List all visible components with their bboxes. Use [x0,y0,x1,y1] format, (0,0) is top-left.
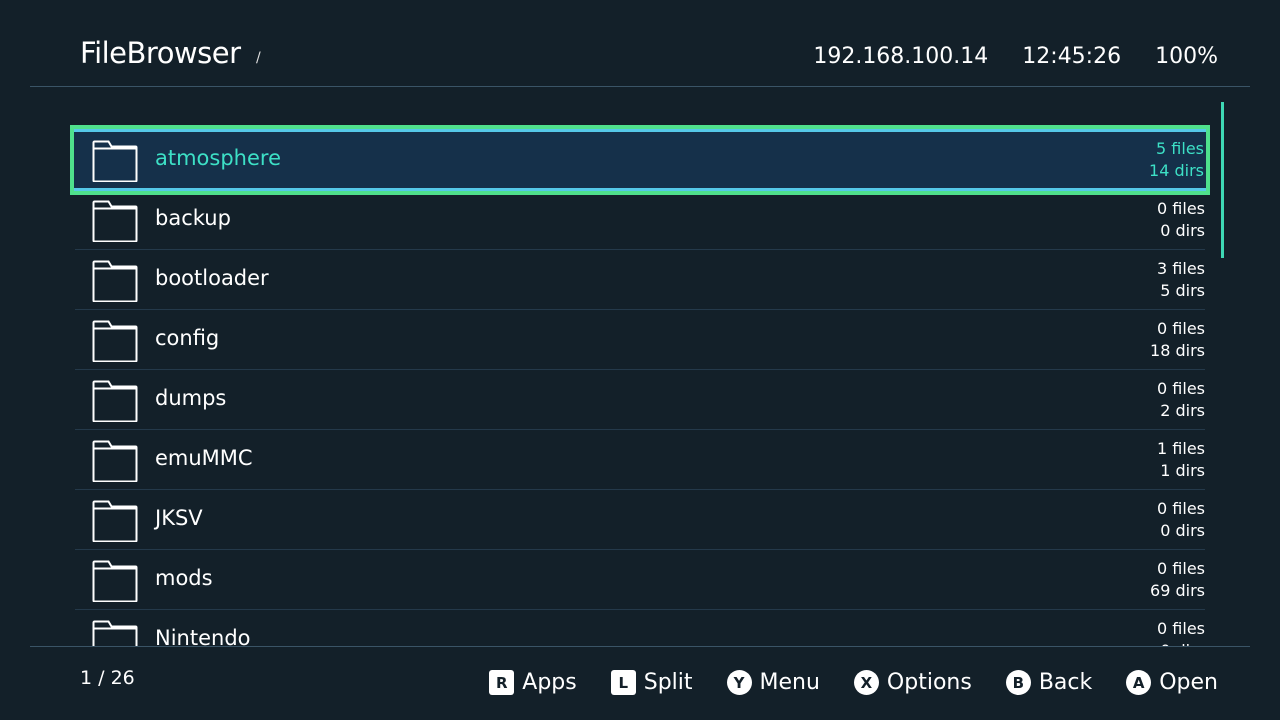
app-title: FileBrowser [80,36,241,70]
button-x-icon: X [853,670,879,695]
item-counts: 1 files 1 dirs [1157,438,1205,482]
hint-apps[interactable]: R Apps [489,670,577,695]
item-counts: 0 files 2 dirs [1157,378,1205,422]
footer-divider [30,646,1250,647]
button-a-icon: A [1126,670,1152,695]
hint-label: Apps [522,670,577,695]
clock: 12:45:26 [1022,44,1122,69]
item-counts: 0 files 0 dirs [1157,618,1205,646]
dir-count: 69 dirs [1150,581,1205,600]
item-name: Nintendo [155,626,251,646]
file-count: 0 files [1157,499,1205,518]
item-counts: 0 files 18 dirs [1150,318,1205,362]
item-name: mods [155,566,213,590]
list-item[interactable]: dumps 0 files 2 dirs [75,370,1205,430]
dir-count: 1 dirs [1160,461,1205,480]
item-counts: 0 files 69 dirs [1150,558,1205,602]
hint-open[interactable]: A Open [1126,670,1218,695]
item-name: JKSV [155,506,203,530]
item-counts: 0 files 0 dirs [1157,498,1205,542]
button-b-icon: B [1005,670,1031,695]
dir-count: 2 dirs [1160,401,1205,420]
status-bar: 192.168.100.14 12:45:26 100% [813,44,1218,69]
hint-back[interactable]: B Back [1005,670,1093,695]
list-item[interactable]: emuMMC 1 files 1 dirs [75,430,1205,490]
item-name: emuMMC [155,446,253,470]
item-name: backup [155,206,231,230]
list-item[interactable]: JKSV 0 files 0 dirs [75,490,1205,550]
header-divider [30,86,1250,87]
button-y-icon: Y [726,670,752,695]
hint-label: Menu [759,670,820,695]
list-item[interactable]: config 0 files 18 dirs [75,310,1205,370]
file-count: 0 files [1157,379,1205,398]
button-l-icon: L [610,670,636,695]
battery-level: 100% [1155,44,1218,69]
scrollbar[interactable] [1221,102,1224,258]
item-counts: 5 files 14 dirs [1149,138,1204,182]
folder-icon [92,560,138,603]
folder-icon [92,260,138,303]
ip-address: 192.168.100.14 [813,44,989,69]
hint-label: Open [1159,670,1218,695]
folder-icon [92,500,138,543]
file-count: 5 files [1156,139,1204,158]
file-count: 1 files [1157,439,1205,458]
file-count: 0 files [1157,199,1205,218]
dir-count: 0 dirs [1160,521,1205,540]
item-name: config [155,326,220,350]
item-name: atmosphere [155,146,281,170]
folder-icon [92,140,138,183]
hint-label: Options [886,670,972,695]
dir-count: 0 dirs [1160,221,1205,240]
list-item[interactable]: backup 0 files 0 dirs [75,190,1205,250]
dir-count: 18 dirs [1150,341,1205,360]
item-name: dumps [155,386,227,410]
item-counts: 0 files 0 dirs [1157,198,1205,242]
dir-count: 5 dirs [1160,281,1205,300]
page-indicator: 1 / 26 [80,667,135,689]
current-path: / [256,50,261,66]
folder-icon [92,380,138,423]
hint-label: Split [643,670,693,695]
hint-label: Back [1038,670,1093,695]
button-r-icon: R [489,670,515,695]
file-count: 0 files [1157,319,1205,338]
folder-icon [92,200,138,243]
item-counts: 3 files 5 dirs [1157,258,1205,302]
list-item[interactable]: atmosphere 5 files 14 dirs [70,125,1210,195]
file-count: 0 files [1157,559,1205,578]
folder-icon [92,320,138,363]
dir-count: 14 dirs [1149,161,1204,180]
hint-menu[interactable]: Y Menu [726,670,820,695]
hint-options[interactable]: X Options [853,670,972,695]
file-count: 3 files [1157,259,1205,278]
list-item[interactable]: mods 0 files 69 dirs [75,550,1205,610]
folder-icon [92,620,138,646]
button-hints: R Apps L Split Y Menu X Options B Back A Open [489,670,1218,695]
folder-icon [92,440,138,483]
dir-count: 0 dirs [1157,640,1205,646]
list-item[interactable]: bootloader 3 files 5 dirs [75,250,1205,310]
file-list: atmosphere 5 files 14 dirs backup 0 files… [60,100,1220,646]
file-count: 0 files [1157,619,1205,638]
list-item[interactable]: Nintendo 0 files 0 dirs [75,610,1205,646]
hint-split[interactable]: L Split [610,670,693,695]
item-name: bootloader [155,266,269,290]
